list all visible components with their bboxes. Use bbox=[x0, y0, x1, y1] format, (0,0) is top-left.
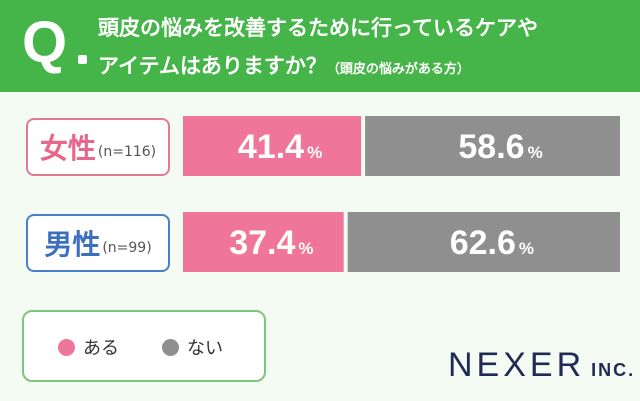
bar-value-label: 58.6% bbox=[458, 128, 542, 166]
bar-value-label: 41.4% bbox=[238, 128, 322, 166]
group-name: 男性 bbox=[44, 228, 101, 261]
logo-suffix: INC. bbox=[591, 360, 636, 380]
bar-value-label: 62.6% bbox=[450, 224, 534, 262]
group-sample-size: (n=116) bbox=[97, 144, 157, 160]
bar-segment-yes-female bbox=[183, 116, 362, 176]
question-note: （頭皮の悩みがある方） bbox=[326, 62, 470, 77]
q-mark: Q bbox=[22, 10, 68, 75]
legend-item-yes: ある bbox=[58, 334, 119, 360]
bar-value-label: 37.4% bbox=[229, 224, 313, 262]
group-sample-size: (n=99) bbox=[102, 240, 152, 256]
question-line-1: 頭皮の悩みを改善するために行っているケアや bbox=[98, 16, 538, 40]
bar-segment-yes-male bbox=[183, 212, 344, 272]
q-dot bbox=[78, 55, 87, 64]
question-line-2-text: アイテムはありますか？ bbox=[98, 54, 327, 78]
legend-item-no: ない bbox=[162, 334, 223, 360]
group-name: 女性 bbox=[39, 132, 96, 165]
bar-segment-no-male bbox=[347, 212, 620, 272]
nexer-logo: NEXER INC. bbox=[448, 346, 635, 385]
legend-label: ある bbox=[83, 338, 119, 359]
legend-label: ない bbox=[187, 338, 223, 359]
bar-segment-no-female bbox=[365, 116, 620, 176]
legend: ある ない bbox=[22, 310, 266, 382]
logo-main: NEXER bbox=[448, 346, 586, 384]
legend-swatch bbox=[162, 338, 179, 356]
group-label-male: 男性 (n=99) bbox=[26, 214, 170, 272]
question-line-2: アイテムはありますか？（頭皮の悩みがある方） bbox=[98, 50, 470, 80]
legend-swatch bbox=[58, 338, 75, 356]
question-header: Q 頭皮の悩みを改善するために行っているケアや アイテムはありますか？（頭皮の悩… bbox=[0, 0, 640, 92]
group-label-female: 女性 (n=116) bbox=[26, 118, 170, 176]
